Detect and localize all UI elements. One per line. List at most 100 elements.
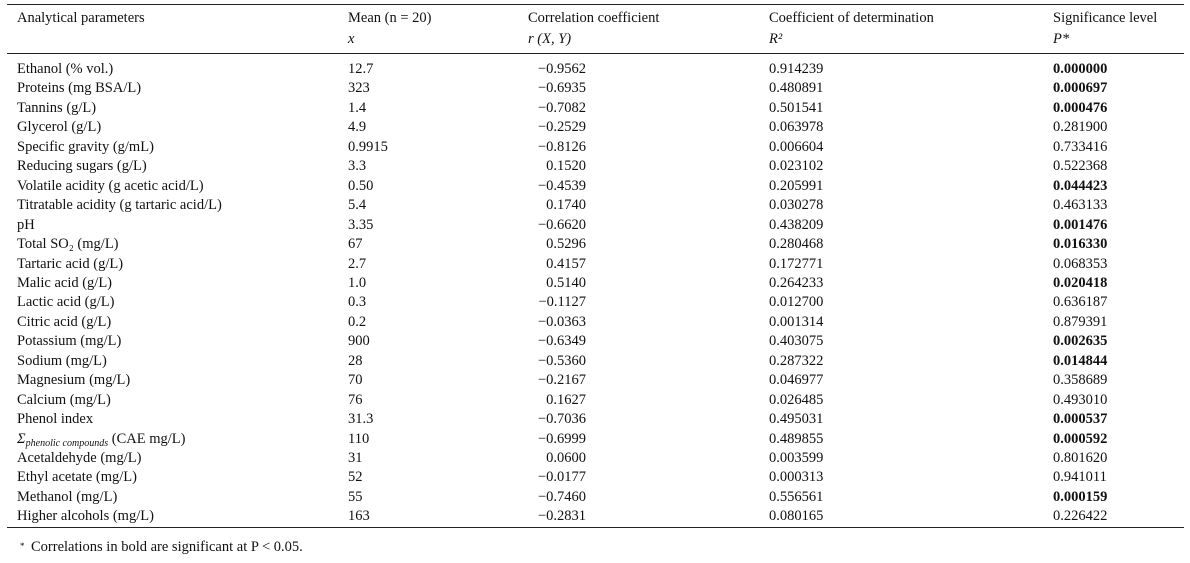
table-cell: 55 xyxy=(348,488,363,505)
table-cell: 0.012700 xyxy=(769,294,824,311)
table-cell: 0.501541 xyxy=(769,99,824,116)
table-cell: 0.1627 xyxy=(546,391,586,408)
table-cell: −0.7082 xyxy=(537,99,586,116)
table-cell: 0.733416 xyxy=(1053,138,1108,155)
table-cell: 0.801620 xyxy=(1053,450,1108,466)
table-cell: 4.9 xyxy=(348,119,367,136)
table-cell: 0.000159 xyxy=(1053,488,1108,505)
table-cell: 900 xyxy=(348,333,370,350)
table-cell: 0.002635 xyxy=(1053,333,1108,350)
table-cell: −0.2831 xyxy=(537,508,586,525)
row-label: Reducing sugars (g/L) xyxy=(17,158,147,175)
table-cell: 0.000697 xyxy=(1053,80,1108,97)
row-label: Specific gravity (g/mL) xyxy=(17,138,154,155)
table-cell: 0.205991 xyxy=(769,177,824,194)
row-label: Citric acid (g/L) xyxy=(17,313,112,330)
table-cell: 0.001314 xyxy=(769,313,824,330)
table-cell: 2.7 xyxy=(348,255,367,272)
table-cell: 0.489855 xyxy=(769,430,824,447)
table-cell: −0.1127 xyxy=(538,294,586,311)
column-symbol: P* xyxy=(1053,31,1070,47)
table-cell: 1.0 xyxy=(348,274,367,291)
table-cell: 0.023102 xyxy=(769,158,824,175)
table-cell: 5.4 xyxy=(348,197,367,214)
table-cell: 0.000313 xyxy=(769,469,824,486)
table-cell: 0.080165 xyxy=(769,508,824,525)
table-cell: −0.5360 xyxy=(537,352,586,369)
column-header: Correlation coefficient xyxy=(528,10,660,26)
table-cell: 0.000476 xyxy=(1053,99,1108,116)
table-cell: 0.1740 xyxy=(546,197,586,214)
table-cell: 0.016330 xyxy=(1053,236,1108,253)
table-cell: 0.3 xyxy=(348,294,367,311)
table-cell: −0.2167 xyxy=(537,372,586,389)
table-cell: 0.280468 xyxy=(769,236,824,253)
table-cell: 0.914239 xyxy=(769,61,824,77)
table-cell: 0.556561 xyxy=(769,488,824,505)
table-cell: −0.7460 xyxy=(537,488,586,505)
header-rule xyxy=(7,53,1184,54)
column-header: Mean (n = 20) xyxy=(348,10,432,26)
table-cell: 0.1520 xyxy=(546,158,586,175)
table-cell: 31 xyxy=(348,450,363,466)
row-label: Lactic acid (g/L) xyxy=(17,294,115,311)
table-cell: 0.030278 xyxy=(769,197,824,214)
row-label: Acetaldehyde (mg/L) xyxy=(17,450,142,466)
table-cell: 0.5140 xyxy=(546,274,586,291)
row-label: Glycerol (g/L) xyxy=(17,119,102,136)
table-cell: 0.2 xyxy=(348,313,367,330)
subscript: phenolic compounds xyxy=(25,437,109,449)
column-symbol: R² xyxy=(769,31,783,47)
table-cell: 52 xyxy=(348,469,363,486)
table-cell: 0.264233 xyxy=(769,274,824,291)
table-cell: 0.068353 xyxy=(1053,255,1108,272)
row-label: Magnesium (mg/L) xyxy=(17,372,131,389)
table-cell: 28 xyxy=(348,352,363,369)
row-label: Tartaric acid (g/L) xyxy=(17,255,124,272)
row-label: Titratable acidity (g tartaric acid/L) xyxy=(17,197,222,214)
footnote: Correlations in bold are significant at … xyxy=(31,539,303,555)
row-label: Phenol index xyxy=(17,411,94,428)
row-label: Volatile acidity (g acetic acid/L) xyxy=(17,177,204,194)
row-label: Total SO₂ (mg/L) xyxy=(17,236,119,253)
bottom-rule xyxy=(7,527,1184,528)
row-label: Ethyl acetate (mg/L) xyxy=(17,469,137,486)
table-cell: −0.0177 xyxy=(537,469,586,486)
footnote-mark: * xyxy=(20,541,25,551)
table-cell: 0.941011 xyxy=(1053,469,1107,486)
row-label: Σphenolic compounds (CAE mg/L) xyxy=(17,430,185,453)
row-label: Ethanol (% vol.) xyxy=(17,61,114,77)
row-label: Proteins (mg BSA/L) xyxy=(17,80,142,97)
table-cell: −0.0363 xyxy=(537,313,586,330)
table-cell: 0.463133 xyxy=(1053,197,1108,214)
table-cell: 0.438209 xyxy=(769,216,824,233)
table-cell: −0.2529 xyxy=(537,119,586,136)
row-label: Methanol (mg/L) xyxy=(17,488,118,505)
table-cell: 67 xyxy=(348,236,363,253)
table-cell: 0.358689 xyxy=(1053,372,1108,389)
table-cell: 0.001476 xyxy=(1053,216,1108,233)
table-cell: 163 xyxy=(348,508,370,525)
table-cell: 0.000000 xyxy=(1053,61,1108,77)
table-cell: 0.50 xyxy=(348,177,374,194)
table-cell: 31.3 xyxy=(348,411,374,428)
table-cell: 0.226422 xyxy=(1053,508,1108,525)
row-label: Calcium (mg/L) xyxy=(17,391,111,408)
table-cell: 0.063978 xyxy=(769,119,824,136)
table-cell: 0.879391 xyxy=(1053,313,1108,330)
table-cell: 0.046977 xyxy=(769,372,824,389)
table-cell: 0.403075 xyxy=(769,333,824,350)
row-label: pH xyxy=(17,216,35,233)
table-cell: −0.6349 xyxy=(537,333,586,350)
table-cell: 0.003599 xyxy=(769,450,824,466)
table-cell: 0.172771 xyxy=(769,255,824,272)
table-cell: 3.35 xyxy=(348,216,374,233)
table-cell: −0.8126 xyxy=(537,138,586,155)
row-label: Potassium (mg/L) xyxy=(17,333,122,350)
table-cell: 0.000537 xyxy=(1053,411,1108,428)
table-cell: 0.000592 xyxy=(1053,430,1108,447)
table-cell: 323 xyxy=(348,80,370,97)
label-text: (CAE mg/L) xyxy=(108,430,186,447)
